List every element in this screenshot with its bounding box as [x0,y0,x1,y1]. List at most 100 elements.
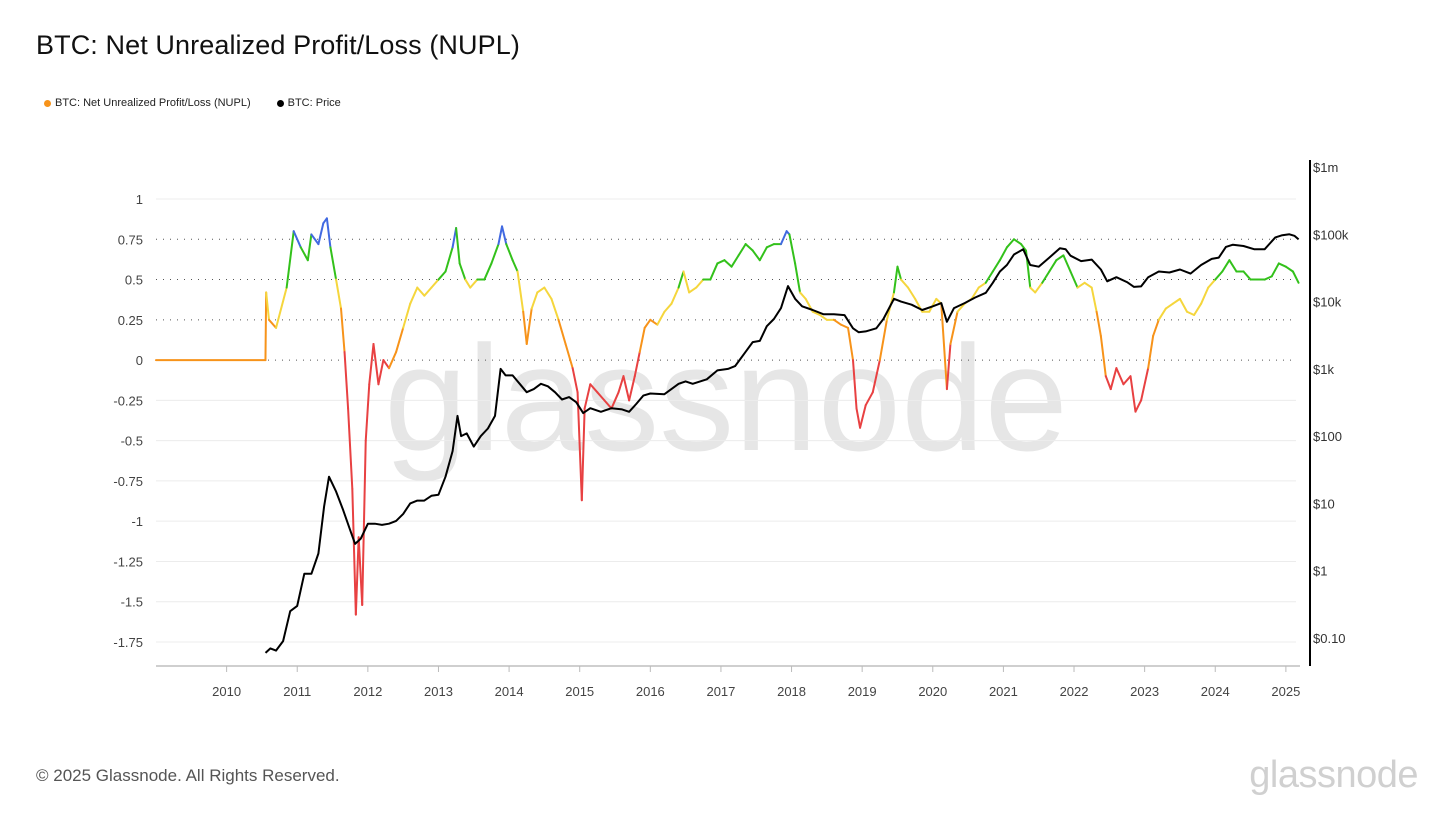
nupl-segment [530,291,539,310]
nupl-segment [949,310,959,345]
x-tick-label: 2022 [1060,684,1089,699]
nupl-segment [851,359,858,410]
nupl-chart: glassnode 1 0.75 0.5 0.25 0 -0.25 -0.5 -0.75 -1 -… [113,160,1349,699]
nupl-segment [285,230,295,289]
x-tick-label: 2023 [1130,684,1159,699]
nupl-segment [818,313,828,321]
nupl-segment [794,262,802,294]
nupl-segment [839,323,850,329]
nupl-segment [536,286,546,294]
nupl-segment [970,286,980,300]
nupl-segment [603,399,613,410]
nupl-segment [744,243,754,252]
nupl-segment [416,286,426,297]
nupl-segment [388,351,398,370]
nupl-segment [583,383,592,410]
nupl-segment [716,259,726,265]
nupl-segment [677,270,685,289]
nupl-segment [455,226,461,265]
nupl-segment [737,243,747,257]
nupl-segment [1157,307,1167,321]
nupl-segment [847,326,854,362]
legend-label-price: BTC: Price [287,97,341,109]
nupl-segment [525,307,533,345]
nupl-segment [368,342,375,386]
nupl-segment [670,286,680,305]
y-right-tick-label: $10k [1313,295,1342,310]
nupl-segment [1263,275,1273,281]
chart-title: BTC: Net Unrealized Profit/Loss (NUPL) [36,30,520,60]
nupl-segment [516,270,525,313]
x-tick-label: 2020 [918,684,947,699]
nupl-segment [347,407,354,490]
price-series [264,233,1300,654]
nupl-segment [335,278,343,310]
nupl-segment [361,439,367,606]
nupl-segment [1095,310,1102,337]
nupl-segment [395,326,405,354]
nupl-segment [1178,297,1189,313]
nupl-segment [1221,259,1231,273]
nupl-segment [1214,270,1224,281]
nupl-segment [977,281,987,289]
y-tick-label: -0.25 [113,393,143,408]
nupl-segment [1013,238,1023,246]
nupl-segment [423,286,433,297]
y-right-tick-label: $1 [1313,564,1327,579]
nupl-segment [1029,286,1037,294]
nupl-segment [1062,254,1072,273]
nupl-segment [437,270,447,281]
nupl-segment [1041,270,1051,284]
nupl-segment [265,291,270,321]
legend-dot-price [276,99,284,107]
nupl-segment [402,302,412,329]
x-tick-label: 2016 [636,684,665,699]
nupl-segment [1164,302,1174,310]
nupl-segment [264,291,268,362]
nupl-segment [1099,334,1107,378]
x-tick-label: 2019 [848,684,877,699]
legend-dot-nupl [44,99,51,107]
nupl-segment [832,318,842,326]
nupl-segment [907,286,917,300]
nupl-segment [557,318,567,345]
nupl-segment [643,318,652,329]
y-tick-label: -0.5 [121,434,143,449]
nupl-segment [1284,265,1294,273]
y-tick-label: -0.75 [113,474,143,489]
x-tick-label: 2013 [424,684,453,699]
nupl-segment [505,243,514,262]
y-right-tick-label: $1m [1313,160,1338,175]
nupl-segment [1200,286,1210,305]
y-tick-label: 1 [136,192,143,207]
nupl-segment [464,278,472,289]
nupl-segment [940,302,948,391]
nupl-segment [469,278,479,289]
nupl-segment [343,351,350,410]
y-tick-label: -1.25 [113,554,143,569]
nupl-segment [892,265,899,294]
nupl-segment [596,391,606,402]
nupl-segment [1171,297,1181,305]
nupl-segment [1104,375,1112,391]
nupl-segment [1115,367,1125,386]
nupl-segment [497,225,504,246]
nupl-segment [1048,259,1058,273]
y-tick-label: 0.25 [118,313,143,328]
nupl-segment [656,310,666,326]
nupl-segment [730,254,740,268]
y-tick-label: 0.5 [125,273,143,288]
nupl-segment [723,259,733,268]
nupl-segment [382,359,391,370]
price-line [264,233,1300,654]
nupl-segment [617,375,625,394]
nupl-segment [1034,281,1044,294]
legend-item-price[interactable]: BTC: Price [276,97,341,109]
x-tick-label: 2010 [212,684,241,699]
nupl-segment [622,375,631,402]
legend-item-nupl[interactable]: BTC: Net Unrealized Profit/Loss (NUPL) [44,97,251,109]
nupl-segment [1069,270,1079,289]
y-tick-label: -1 [131,514,143,529]
nupl-segment [688,286,698,294]
nupl-segment [1186,310,1196,316]
